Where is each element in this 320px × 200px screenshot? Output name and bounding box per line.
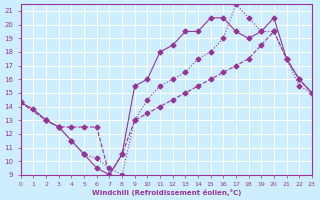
X-axis label: Windchill (Refroidissement éolien,°C): Windchill (Refroidissement éolien,°C): [92, 189, 241, 196]
